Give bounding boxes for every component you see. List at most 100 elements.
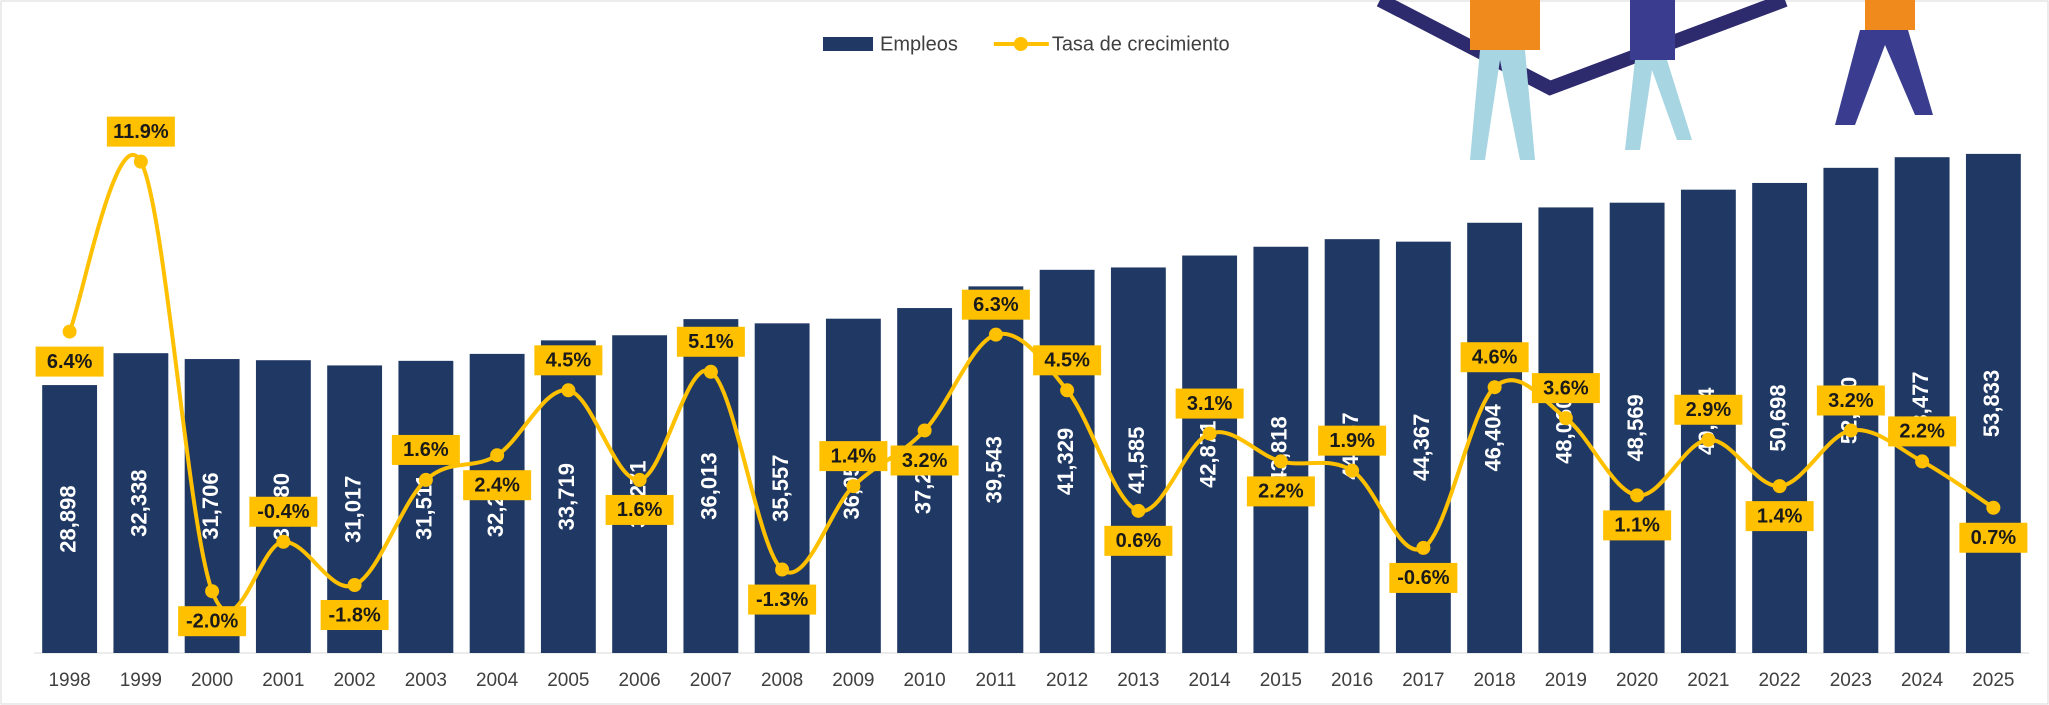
growth-value-label: 2.2% — [1258, 481, 1304, 503]
growth-marker — [1060, 383, 1075, 398]
growth-marker — [561, 383, 576, 398]
x-tick-label: 1998 — [48, 670, 90, 691]
bar-value-label: 44,367 — [1409, 414, 1434, 481]
legend-label: Empleos — [880, 33, 958, 55]
bar-value-label: 43,818 — [1267, 416, 1292, 483]
x-tick-label: 2003 — [405, 670, 447, 691]
legend: Empleos Tasa de crecimiento — [823, 33, 1230, 55]
bar — [1110, 267, 1166, 653]
growth-value-label: 1.4% — [831, 445, 877, 467]
growth-value-label: 3.2% — [1828, 390, 1874, 412]
growth-marker — [276, 534, 291, 549]
growth-value-label: 4.5% — [546, 350, 592, 372]
x-tick-label: 2022 — [1758, 670, 1800, 691]
illustration-frame — [1376, 0, 1788, 96]
bar-value-label: 41,329 — [1053, 428, 1078, 495]
bar — [1609, 202, 1665, 653]
person-shirt — [1470, 0, 1540, 50]
bar-value-label: 41,585 — [1124, 427, 1149, 494]
bar — [897, 308, 953, 653]
x-tick-label: 2011 — [975, 670, 1016, 691]
growth-marker — [1345, 463, 1360, 478]
growth-marker — [418, 472, 433, 487]
growth-label-box — [463, 470, 532, 501]
bar-value-label: 31,706 — [198, 472, 223, 539]
growth-label-box — [320, 600, 389, 631]
x-tick-label: 2015 — [1260, 670, 1302, 691]
growth-label-box — [1888, 416, 1957, 447]
bar-value-label: 36,013 — [697, 452, 722, 519]
growth-marker — [1843, 423, 1858, 438]
growth-value-label: 5.1% — [688, 331, 734, 353]
person-shirt — [1630, 0, 1675, 60]
x-tick-label: 2006 — [618, 670, 660, 691]
bar — [1182, 255, 1238, 653]
x-tick-label: 2021 — [1687, 670, 1729, 691]
growth-value-label: 0.6% — [1116, 530, 1162, 552]
growth-label-box — [676, 326, 745, 357]
bar-value-label: 46,404 — [1480, 403, 1505, 471]
growth-marker — [1416, 540, 1431, 555]
person-legs — [1835, 30, 1933, 125]
bar — [1253, 246, 1309, 653]
growth-marker — [846, 479, 861, 494]
x-tick-label: 2023 — [1830, 670, 1872, 691]
growth-value-label: 2.2% — [1899, 421, 1945, 443]
growth-marker — [133, 154, 148, 169]
growth-label-box — [249, 496, 318, 527]
bar-value-label: 31,017 — [340, 476, 365, 543]
x-tick-label: 2010 — [903, 670, 945, 691]
x-tick-label: 2009 — [832, 670, 874, 691]
growth-marker — [1772, 479, 1787, 494]
bar — [1894, 157, 1950, 653]
growth-value-label: 3.2% — [902, 450, 948, 472]
growth-value-label: -0.4% — [257, 501, 309, 523]
bar-value-label: 53,833 — [1979, 370, 2004, 437]
growth-value-label: 1.9% — [1329, 430, 1375, 452]
bar — [1965, 153, 2021, 654]
growth-marker — [1202, 426, 1217, 441]
growth-label-box — [1389, 562, 1458, 593]
growth-value-label: 6.3% — [973, 294, 1019, 316]
bar — [1538, 207, 1594, 653]
growth-value-label: 1.6% — [617, 499, 663, 521]
legend-label: Tasa de crecimiento — [1052, 33, 1230, 55]
growth-marker — [917, 423, 932, 438]
x-tick-label: 2000 — [191, 670, 233, 691]
growth-label-box — [1104, 525, 1173, 556]
bar — [1039, 269, 1095, 653]
growth-value-label: 3.6% — [1543, 377, 1589, 399]
growth-value-label: 6.4% — [47, 351, 93, 373]
growth-label-box — [1603, 510, 1672, 541]
growth-value-label: 1.4% — [1757, 505, 1803, 527]
growth-label-box — [35, 346, 104, 377]
growth-value-label: 2.9% — [1686, 399, 1732, 421]
x-tick-label: 2007 — [690, 670, 732, 691]
x-tick-label: 2024 — [1901, 670, 1944, 691]
growth-marker — [632, 472, 647, 487]
bar — [469, 353, 525, 653]
person-legs — [1625, 60, 1692, 150]
growth-label-box — [534, 345, 603, 376]
growth-label-box — [819, 441, 888, 472]
bar — [42, 385, 98, 653]
growth-value-label: 1.6% — [403, 439, 449, 461]
growth-value-label: -0.6% — [1397, 567, 1449, 589]
growth-label-box — [391, 434, 460, 465]
growth-marker — [1986, 500, 2001, 515]
bar-value-label: 48,569 — [1623, 394, 1648, 461]
x-tick-label: 2014 — [1188, 670, 1231, 691]
growth-marker — [1701, 432, 1716, 447]
growth-label-box — [1033, 345, 1102, 376]
x-tick-label: 2016 — [1331, 670, 1373, 691]
bar — [1752, 182, 1808, 654]
growth-label-box — [1460, 342, 1529, 373]
growth-marker — [1915, 454, 1930, 469]
person-shirt — [1865, 0, 1915, 30]
growth-marker — [988, 327, 1003, 342]
growth-value-label: 4.6% — [1472, 347, 1518, 369]
legend-swatch — [823, 37, 873, 51]
growth-marker — [1487, 380, 1502, 395]
growth-label-box — [1531, 373, 1600, 404]
